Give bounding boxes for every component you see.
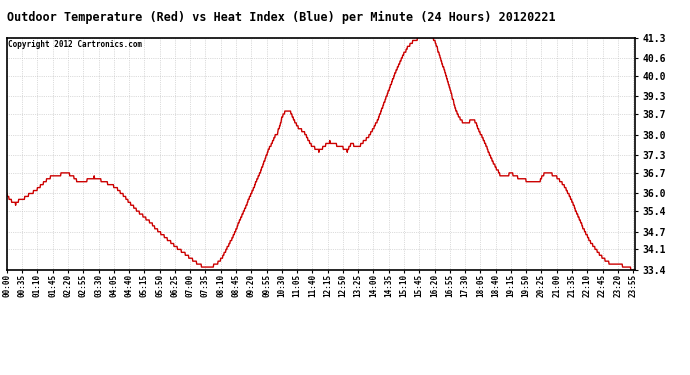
Text: Copyright 2012 Cartronics.com: Copyright 2012 Cartronics.com	[8, 40, 142, 49]
Text: Outdoor Temperature (Red) vs Heat Index (Blue) per Minute (24 Hours) 20120221: Outdoor Temperature (Red) vs Heat Index …	[7, 11, 555, 24]
